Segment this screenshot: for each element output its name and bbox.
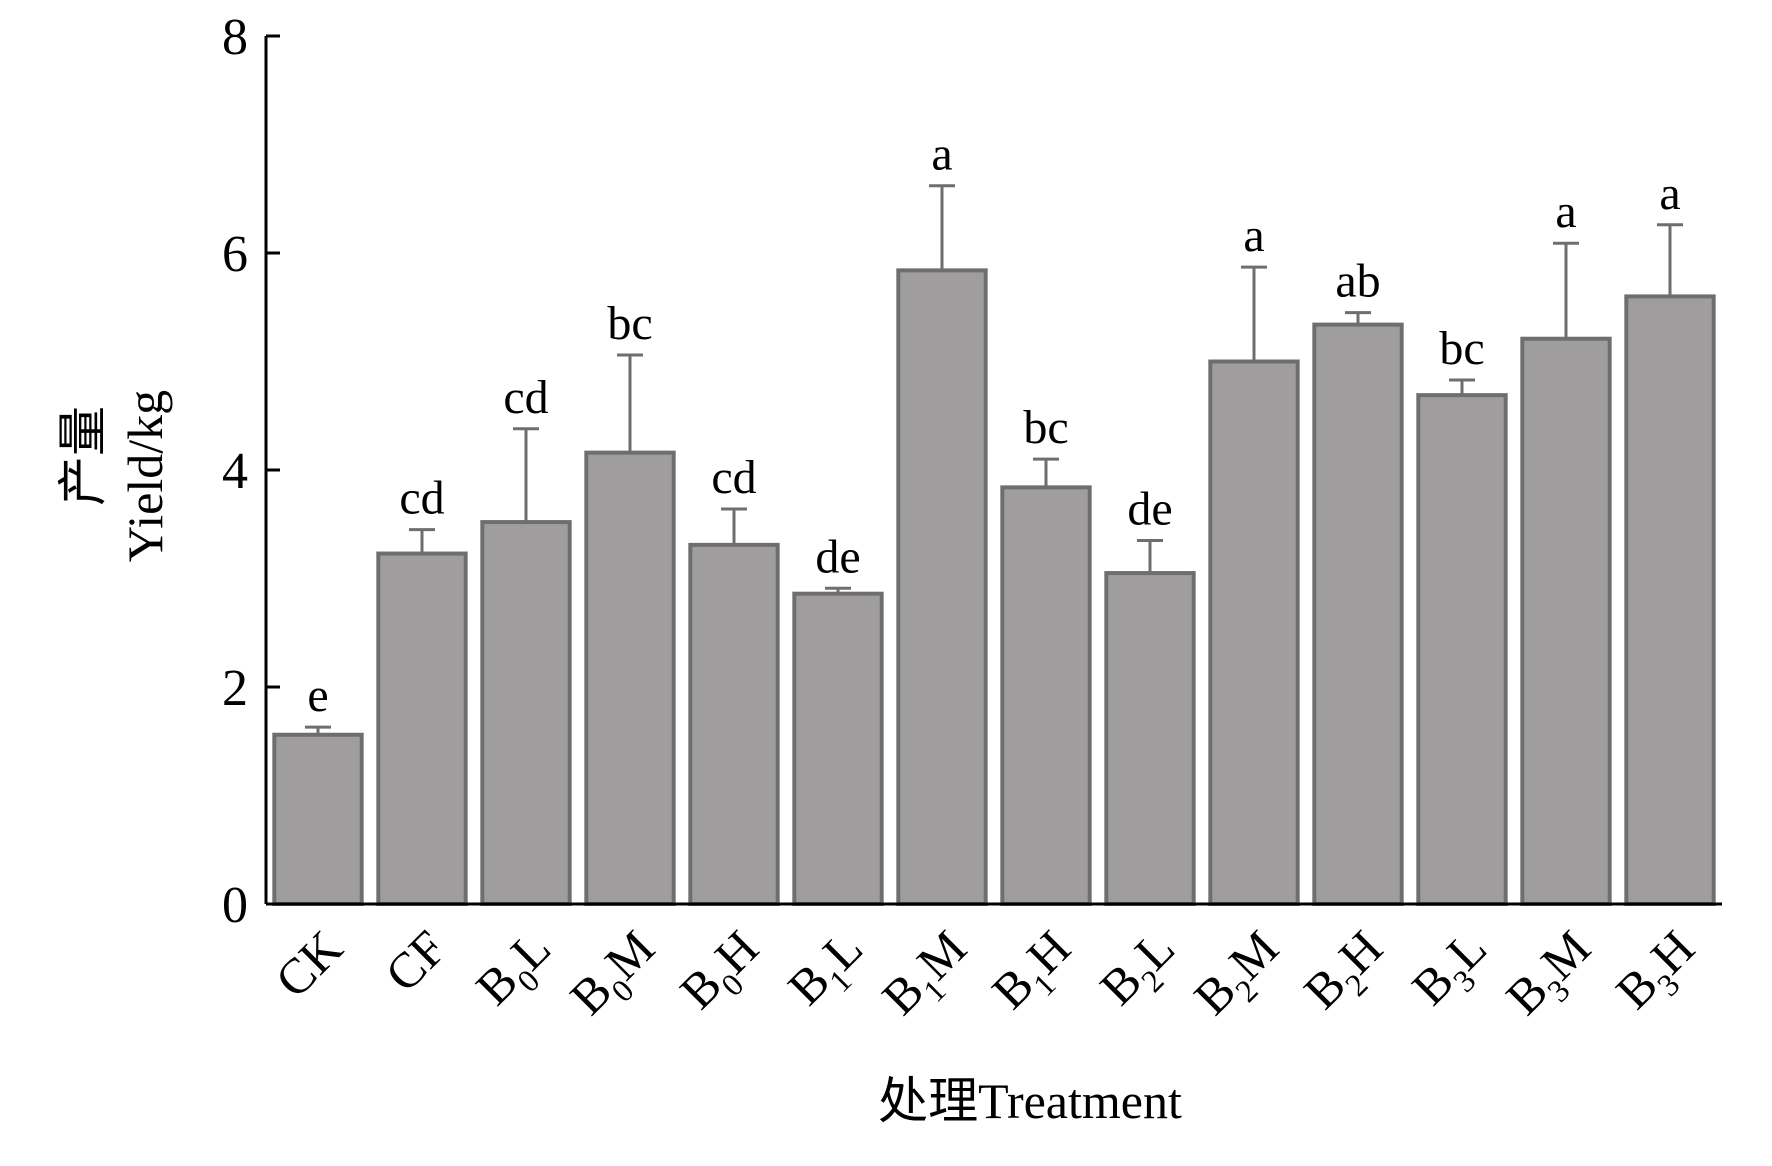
- category-label: B3L: [1401, 919, 1504, 1022]
- category-label: B2L: [1089, 919, 1192, 1022]
- bar: [1624, 294, 1716, 906]
- svg-text:B1L: B1L: [777, 919, 880, 1022]
- bar: [1000, 485, 1092, 906]
- axes-layer: 0 2 4 6 8: [222, 9, 1722, 934]
- svg-text:B2L: B2L: [1089, 919, 1192, 1022]
- y-tick-label: 8: [222, 9, 248, 66]
- bar: [792, 591, 884, 906]
- bar: [1416, 393, 1508, 906]
- svg-text:B2M: B2M: [1183, 919, 1296, 1032]
- category-label: B0M: [559, 919, 672, 1032]
- significance-letter: a: [931, 128, 952, 181]
- bar: [1208, 359, 1300, 906]
- svg-text:B1M: B1M: [871, 919, 984, 1032]
- y-axis-title-english: Yield/kg: [117, 390, 173, 562]
- svg-text:B2H: B2H: [1293, 919, 1400, 1026]
- y-tick-label: 4: [222, 443, 248, 500]
- svg-text:B1H: B1H: [981, 919, 1088, 1026]
- bar: [688, 542, 780, 906]
- svg-text:CF: CF: [374, 919, 457, 1002]
- bar: [584, 450, 676, 906]
- significance-labels-layer: e cd cd bc cd de a bc de a ab bc a a: [307, 128, 1680, 722]
- significance-letter: a: [1659, 167, 1680, 220]
- significance-letter: bc: [1439, 322, 1484, 375]
- significance-letter: cd: [711, 451, 756, 504]
- svg-text:CK: CK: [264, 919, 353, 1008]
- svg-text:B0H: B0H: [669, 919, 776, 1026]
- error-bars-layer: [305, 184, 1683, 735]
- category-label: B1H: [981, 919, 1088, 1026]
- category-label: B1M: [871, 919, 984, 1032]
- bar: [272, 732, 364, 906]
- y-axis-title-chinese: 产量: [55, 406, 111, 506]
- category-label: B3M: [1495, 919, 1608, 1032]
- category-label: CK: [264, 919, 353, 1008]
- bar: [1104, 571, 1196, 906]
- significance-letter: cd: [399, 472, 444, 525]
- significance-letter: de: [1127, 483, 1172, 536]
- significance-letter: bc: [1023, 401, 1068, 454]
- category-label: B0H: [669, 919, 776, 1026]
- significance-letter: bc: [607, 297, 652, 350]
- svg-text:B3H: B3H: [1605, 919, 1712, 1026]
- svg-text:B3M: B3M: [1495, 919, 1608, 1032]
- category-label: B0L: [465, 919, 568, 1022]
- category-label: CF: [374, 919, 457, 1002]
- y-tick-label: 2: [222, 660, 248, 717]
- category-label: B2H: [1293, 919, 1400, 1026]
- x-axis-title: 处理Treatment: [878, 1073, 1182, 1129]
- bar: [376, 551, 468, 906]
- category-label: B3H: [1605, 919, 1712, 1026]
- y-tick-label: 0: [222, 877, 248, 934]
- svg-text:B0L: B0L: [465, 919, 568, 1022]
- y-tick-label: 6: [222, 226, 248, 283]
- bar: [896, 268, 988, 906]
- significance-letter: cd: [503, 371, 548, 424]
- category-label: B2M: [1183, 919, 1296, 1032]
- significance-letter: a: [1555, 185, 1576, 238]
- significance-letter: ab: [1335, 255, 1380, 308]
- category-label: B1L: [777, 919, 880, 1022]
- bar: [1312, 322, 1404, 906]
- significance-letter: de: [815, 530, 860, 583]
- significance-letter: e: [307, 669, 328, 722]
- svg-text:B3L: B3L: [1401, 919, 1504, 1022]
- svg-text:B0M: B0M: [559, 919, 672, 1032]
- bars-layer: [272, 268, 1716, 907]
- bar: [480, 520, 572, 907]
- bar: [1520, 336, 1612, 906]
- significance-letter: a: [1243, 209, 1264, 262]
